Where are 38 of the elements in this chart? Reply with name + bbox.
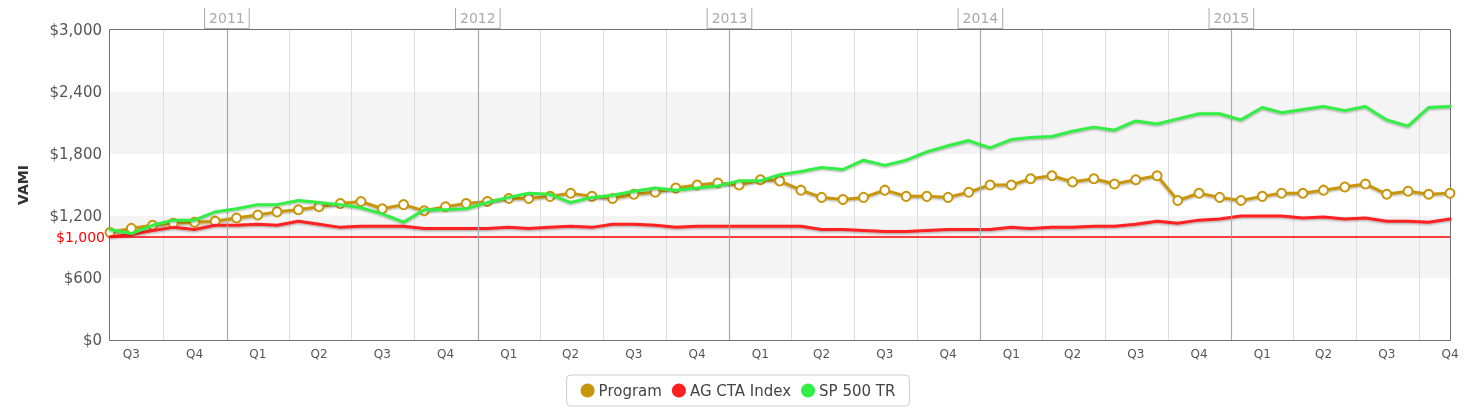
x-tick-label: Q4 (688, 347, 706, 361)
x-tick-label: Q3 (876, 347, 894, 361)
x-tick-label: Q1 (249, 347, 267, 361)
ref-line-label: 2015 (1213, 10, 1250, 26)
x-tick-label: Q2 (1314, 347, 1333, 361)
x-tick-label: Q3 (1378, 347, 1396, 361)
x-tick-label: Q1 (500, 347, 518, 361)
x-tick-label: Q2 (310, 347, 328, 361)
y-tick-label: $1,800 (49, 145, 102, 163)
y-tick-label: $0 (82, 331, 102, 349)
x-tick-label: Q3 (373, 347, 391, 361)
ref-line-label: 2013 (711, 10, 748, 26)
x-tick-label: Q2 (1064, 347, 1082, 361)
y-tick-label: $1,200 (49, 207, 102, 225)
x-tick-label: Q4 (939, 347, 957, 361)
y-tick-label: $3,000 (49, 21, 102, 39)
y-tick-label: $2,400 (49, 83, 102, 101)
legend-label: AG CTA Index (689, 381, 792, 400)
ref-line-label: 2012 (460, 10, 496, 26)
x-tick-label: Q1 (751, 347, 769, 361)
x-tick-label: Q4 (1441, 347, 1459, 361)
y-axis-title: VAMI (15, 165, 31, 205)
legend-label: SP 500 TR (819, 381, 896, 400)
x-tick-label: Q3 (625, 347, 643, 361)
ref-line-label: 2014 (962, 10, 999, 26)
x-tick-label: Q3 (122, 347, 140, 361)
ref-line-label: $1,000 (56, 228, 105, 245)
x-tick-label: Q4 (436, 347, 455, 361)
legend-label: Program (598, 381, 662, 400)
x-tick-label: Q4 (1190, 347, 1208, 361)
x-tick-label: Q2 (562, 347, 580, 361)
ref-line-label: 2011 (209, 10, 245, 26)
x-tick-label: Q3 (1127, 347, 1145, 361)
x-tick-label: Q1 (1253, 347, 1271, 361)
x-tick-label: Q4 (186, 347, 204, 361)
x-tick-label: Q2 (813, 347, 831, 361)
x-tick-label: Q1 (1002, 347, 1020, 361)
y-tick-label: $600 (63, 269, 102, 287)
